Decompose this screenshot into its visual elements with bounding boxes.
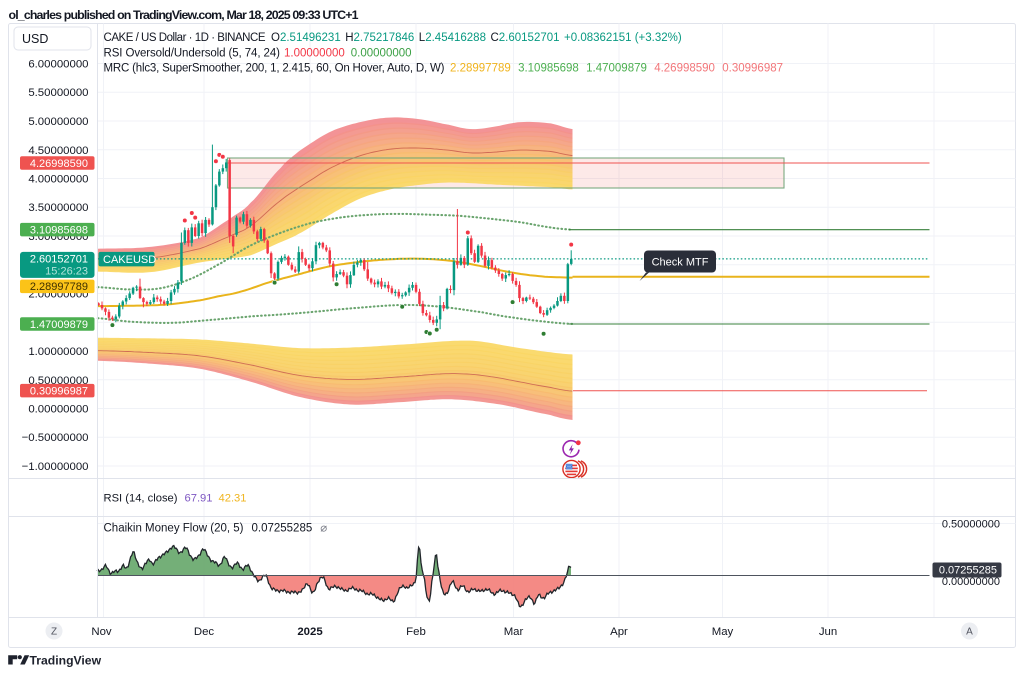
svg-text:0.00000000: 0.00000000 (28, 404, 88, 416)
svg-text:TradingView: TradingView (30, 654, 102, 668)
svg-text:Mar: Mar (504, 626, 524, 638)
svg-text:Jun: Jun (819, 626, 837, 638)
svg-text:1.00000000: 1.00000000 (28, 346, 88, 358)
svg-text:CAKE / US Dollar · 1D · BINANC: CAKE / US Dollar · 1D · BINANCE (104, 32, 266, 44)
svg-text:4.26998590: 4.26998590 (30, 158, 88, 170)
svg-text:Nov: Nov (91, 626, 112, 638)
svg-text:6.00000000: 6.00000000 (28, 59, 88, 71)
svg-text:Dec: Dec (194, 626, 215, 638)
svg-text:RSI Oversold/Undersold (5, 74,: RSI Oversold/Undersold (5, 74, 24) (104, 48, 281, 60)
svg-text:−1.00000000: −1.00000000 (22, 461, 89, 473)
svg-text:2.28997789: 2.28997789 (30, 281, 88, 293)
svg-text:0.50000000: 0.50000000 (28, 375, 88, 387)
svg-text:Chaikin Money Flow (20, 5)0.07: Chaikin Money Flow (20, 5) 0.07255285 ⌀ (104, 523, 328, 535)
svg-text:15:26:23: 15:26:23 (45, 265, 88, 277)
svg-text:2.60152701: 2.60152701 (30, 253, 88, 265)
svg-text:5.00000000: 5.00000000 (28, 116, 88, 128)
svg-text:Z: Z (51, 627, 57, 638)
svg-text:3.50000000: 3.50000000 (28, 202, 88, 214)
svg-text:4.00000000: 4.00000000 (28, 174, 88, 186)
svg-text:0.00000000: 0.00000000 (942, 576, 1000, 588)
svg-text:3.10985698: 3.10985698 (30, 225, 88, 237)
svg-text:Apr: Apr (610, 626, 628, 638)
svg-text:A: A (966, 627, 973, 638)
svg-text:4.50000000: 4.50000000 (28, 145, 88, 157)
svg-text:0.50000000: 0.50000000 (942, 519, 1000, 531)
svg-text:1.47009879: 1.47009879 (30, 319, 88, 331)
svg-text:May: May (712, 626, 734, 638)
svg-text:−0.50000000: −0.50000000 (22, 432, 89, 444)
svg-text:0.07255285: 0.07255285 (939, 565, 997, 577)
svg-text:MRC (hlc3, SuperSmoother, 200,: MRC (hlc3, SuperSmoother, 200, 1, 2.415,… (104, 63, 445, 75)
svg-text:5.50000000: 5.50000000 (28, 87, 88, 99)
svg-text:Check MTF: Check MTF (652, 257, 709, 269)
svg-text:CAKEUSD: CAKEUSD (103, 254, 156, 266)
svg-text:Feb: Feb (406, 626, 426, 638)
svg-text:2025: 2025 (297, 626, 323, 638)
svg-text:0.30996987: 0.30996987 (30, 386, 88, 398)
svg-text:USD: USD (22, 32, 48, 46)
svg-text:ol_charles published on Tradin: ol_charles published on TradingView.com,… (9, 8, 359, 22)
